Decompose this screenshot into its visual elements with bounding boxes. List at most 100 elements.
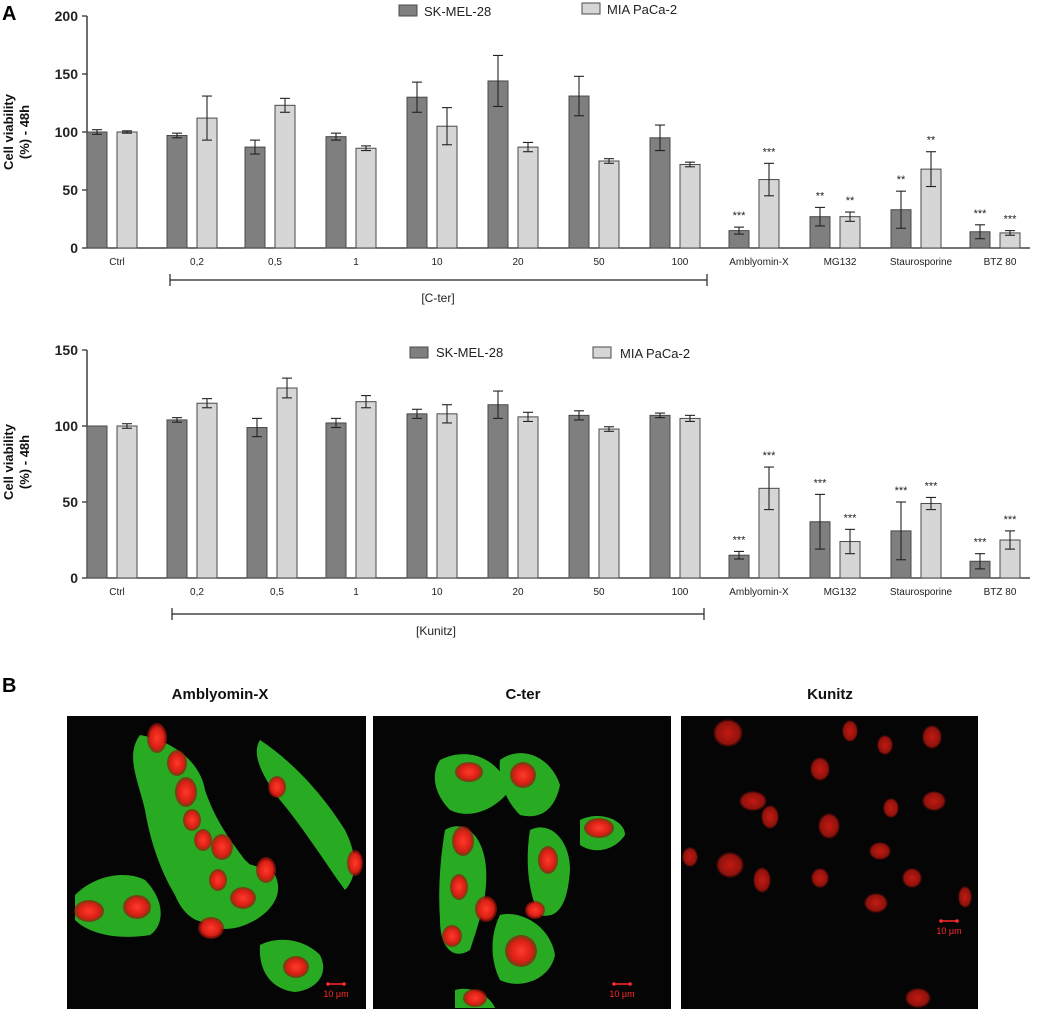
bar-group-20 [487,390,539,579]
bar-group-10 [406,404,458,579]
bars: *** *** *** *** *** *** *** *** [86,377,1021,579]
bar-group-1 [325,395,377,579]
bar-group-btz-80: *** *** [969,514,1021,579]
y-tick-label: 100 [55,124,79,140]
bar-group-10 [406,81,458,249]
y-tick-label: 50 [62,182,78,198]
x-tick-labels: Ctrl 0,2 0,5 1 10 20 50 100 Amblyomin-X MG132 Stau… [109,257,1017,268]
scale-label: 10 μm [936,926,961,936]
bar-sk-mel-28 [568,414,590,579]
x-tick-label-50: 50 [593,257,605,268]
scale-bar: 10 μm [323,982,349,999]
bar-group-0-2 [166,95,218,249]
significance-label: *** [895,485,909,497]
bar-mia-paca-2 [355,147,377,249]
bar-group-20 [487,54,539,249]
y-tick-label: 50 [62,494,78,510]
bar-mia-paca-2 [355,401,377,579]
x-tick-label-staurosporine: Staurosporine [890,587,953,598]
bar-mia-paca-2 [920,503,942,579]
significance-label: ** [846,195,855,207]
bar-group-100 [649,412,701,579]
y-tick-label: 200 [55,8,79,24]
bar-group-staurosporine: ** ** [890,135,942,249]
bar-sk-mel-28 [86,425,108,579]
legend-label-sk-mel-28: SK-MEL-28 [424,4,491,19]
bar-sk-mel-28 [325,422,347,579]
bar-mia-paca-2 [274,104,296,249]
bar-sk-mel-28 [244,146,266,249]
x-tick-label-staurosporine: Staurosporine [890,257,953,268]
legend-swatch-sk-mel-28 [398,4,418,17]
concentration-bracket: [C-ter] [169,274,708,305]
significance-label: *** [763,146,777,158]
red-nuclei [682,719,972,1008]
bar-sk-mel-28 [487,404,509,579]
significance-label: *** [814,477,828,489]
legend-label-sk-mel-28: SK-MEL-28 [436,345,503,360]
x-tick-label-0-5: 0,5 [270,587,284,598]
bar-group-amblyomin-x: *** *** [728,146,780,249]
bar-group-0-2 [166,398,218,579]
bar-mia-paca-2 [276,387,298,579]
y-tick-label: 0 [70,240,78,256]
legend-swatch-mia-paca-2 [581,2,601,15]
micrograph-title-kunitz: Kunitz [807,686,853,703]
bar-group-mg132: ** ** [809,190,861,249]
bar-mia-paca-2 [116,131,138,249]
bar-sk-mel-28 [649,414,671,579]
significance-label: *** [974,208,988,220]
y-tick-label: 100 [55,418,79,434]
x-tick-label-10: 10 [431,257,443,268]
bracket-label: [C-ter] [421,291,454,305]
y-axis-title: Cell viability (%) - 48h [1,423,32,500]
red-nuclei [74,723,363,978]
bar-group-0-5 [244,97,296,249]
bar-mia-paca-2 [196,402,218,579]
bars: ******** ********* *** [86,54,1021,249]
significance-label: *** [1004,514,1018,526]
bar-mia-paca-2 [517,416,539,579]
x-tick-label-mg132: MG132 [824,587,857,598]
significance-label: *** [1004,214,1018,226]
legend-label-mia-paca-2: MIA PaCa-2 [620,346,690,361]
x-tick-label-ctrl: Ctrl [109,587,125,598]
significance-label: *** [844,512,858,524]
scale-bar: 10 μm [936,919,962,936]
x-tick-label-10: 10 [431,587,443,598]
legend-swatch-mia-paca-2 [592,346,612,359]
significance-label: ** [816,190,825,202]
x-tick-label-50: 50 [593,587,605,598]
panel-label-b: B [2,675,16,697]
y-axis-title-line2: (%) - 48h [17,435,32,489]
bar-mia-paca-2 [598,428,620,579]
micrograph-amblyomin-x: 10 μm [67,716,366,1009]
x-tick-label-0-2: 0,2 [190,587,204,598]
bar-group-ctrl [86,129,138,249]
bar-group-staurosporine: *** *** [890,480,942,579]
x-tick-label-1: 1 [353,257,359,268]
significance-label: *** [974,537,988,549]
concentration-bracket: [Kunitz] [171,608,705,638]
significance-label: ** [927,135,936,147]
x-tick-label-ctrl: Ctrl [109,257,125,268]
bar-group-mg132: *** *** [809,477,861,579]
micrograph-kunitz: 10 μm [681,716,978,1009]
x-tick-label-btz-80: BTZ 80 [984,257,1017,268]
y-ticks: 0 50 100 150 200 [55,8,87,256]
x-tick-label-1: 1 [353,587,359,598]
y-axis-title-line1: Cell viability [1,93,16,170]
bar-sk-mel-28 [649,137,671,249]
significance-label: *** [733,534,747,546]
legend-swatch-sk-mel-28 [409,346,429,359]
bar-mia-paca-2 [598,160,620,249]
scale-label: 10 μm [609,989,634,999]
x-tick-label-20: 20 [512,587,524,598]
red-nuclei [442,762,614,1007]
scale-bar: 10 μm [609,982,635,999]
legend: SK-MEL-28 MIA PaCa-2 [409,345,690,361]
bar-sk-mel-28 [86,131,108,249]
significance-label: *** [733,210,747,222]
x-tick-label-mg132: MG132 [824,257,857,268]
